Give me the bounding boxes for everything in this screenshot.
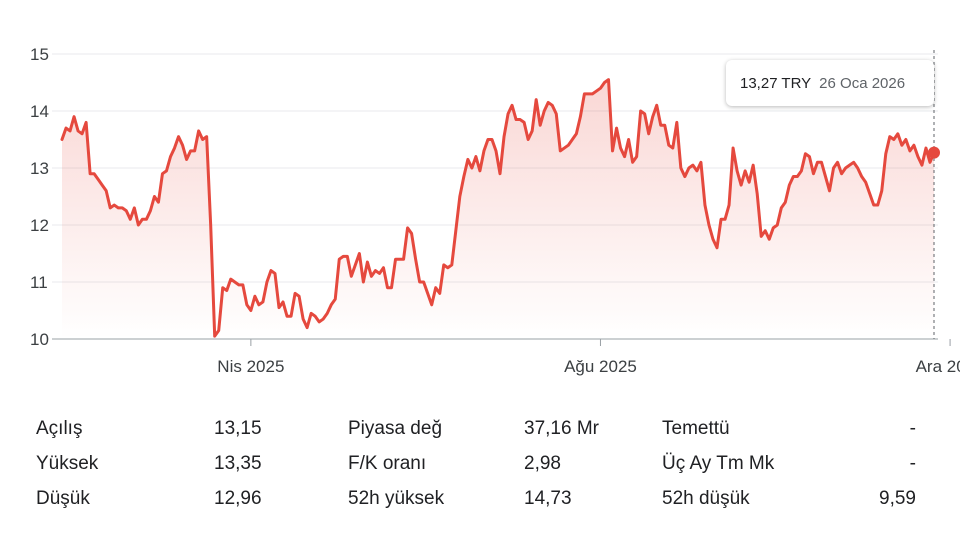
stat-value-dividend: - xyxy=(909,418,916,439)
stat-label-high: Yüksek xyxy=(36,453,99,474)
stat-label-52w-high: 52h yüksek xyxy=(348,488,445,509)
price-area xyxy=(62,79,934,340)
stat-label-dividend: Temettü xyxy=(662,418,730,439)
price-chart[interactable]: 15 14 13 12 11 10 Nis 2025 Ağu 2025 Ara 2025 xyxy=(0,0,960,390)
stats-row: Yüksek 13,35 F/K oranı 2,98 Üç Ay Tm Mk … xyxy=(36,445,916,480)
stats-row: Düşük 12,96 52h yüksek 14,73 52h düşük 9… xyxy=(36,480,916,515)
y-tick-label: 15 xyxy=(30,45,49,64)
x-tick-label: Ağu 2025 xyxy=(564,357,637,376)
y-tick-label: 14 xyxy=(30,102,49,121)
tooltip-price: 13,27 TRY xyxy=(740,74,812,92)
stat-label-quarterly-div: Üç Ay Tm Mk xyxy=(662,453,775,474)
stat-value-pe-ratio: 2,98 xyxy=(524,453,561,474)
price-line xyxy=(60,78,936,338)
stat-label-market-cap: Piyasa değ xyxy=(348,418,443,439)
x-tick-label: Ara 2025 xyxy=(916,357,960,376)
stat-label-pe-ratio: F/K oranı xyxy=(348,453,427,474)
y-axis-ticks: 15 14 13 12 11 10 xyxy=(30,45,49,349)
y-tick-label: 11 xyxy=(30,273,48,292)
y-tick-label: 12 xyxy=(30,216,49,235)
stat-value-quarterly-div: - xyxy=(909,453,916,474)
stats-row: Açılış 13,15 Piyasa değ 37,16 Mr Temettü… xyxy=(36,410,916,445)
stat-value-52w-high: 14,73 xyxy=(524,488,572,509)
x-tick-label: Nis 2025 xyxy=(217,357,284,376)
y-tick-label: 10 xyxy=(30,330,49,349)
stat-label-open: Açılış xyxy=(36,418,83,439)
x-axis-ticks: Nis 2025 Ağu 2025 Ara 2025 xyxy=(217,339,960,376)
price-tooltip: 13,27 TRY 26 Oca 2026 xyxy=(726,60,934,106)
y-tick-label: 13 xyxy=(30,159,49,178)
stat-value-market-cap: 37,16 Mr xyxy=(524,418,599,439)
stat-value-low: 12,96 xyxy=(214,488,262,509)
stat-value-open: 13,15 xyxy=(214,418,262,439)
stat-value-52w-low: 9,59 xyxy=(879,488,916,509)
current-price-marker xyxy=(928,146,940,159)
key-stats-table: Açılış 13,15 Piyasa değ 37,16 Mr Temettü… xyxy=(36,410,916,515)
stat-label-low: Düşük xyxy=(36,488,90,509)
stat-value-high: 13,35 xyxy=(214,453,262,474)
stat-label-52w-low: 52h düşük xyxy=(662,488,750,509)
tooltip-date: 26 Oca 2026 xyxy=(819,74,906,92)
